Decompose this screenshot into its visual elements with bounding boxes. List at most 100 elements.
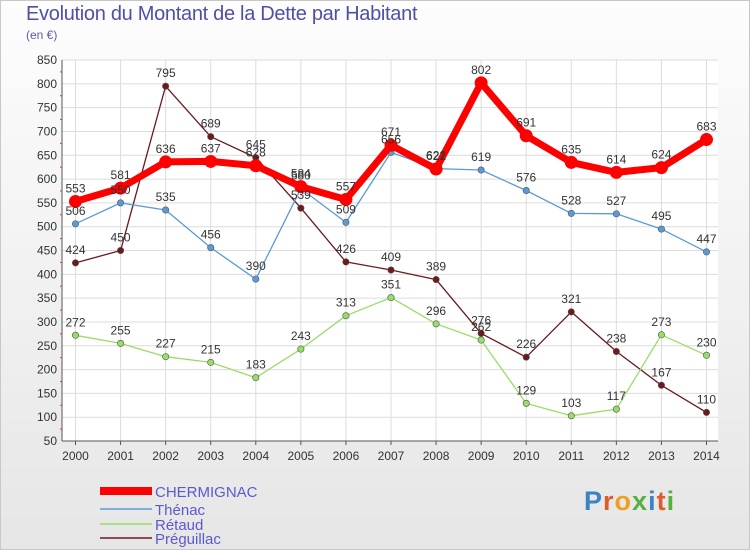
data-point-thenac [72, 220, 80, 228]
x-tick-label: 2003 [197, 449, 224, 463]
data-label-thenac: 550 [111, 183, 131, 197]
y-tick-label: 550 [37, 196, 57, 210]
data-point-retaud [207, 358, 215, 366]
data-point-preguillac [612, 347, 620, 355]
data-point-chermignac [474, 76, 488, 90]
data-point-retaud [432, 320, 440, 328]
data-point-retaud [702, 351, 710, 359]
data-point-retaud [567, 412, 575, 420]
data-point-retaud [117, 339, 125, 347]
data-label-retaud: 273 [651, 315, 671, 329]
data-label-retaud: 117 [607, 389, 626, 403]
data-point-retaud [297, 345, 305, 353]
data-point-thenac [657, 225, 665, 233]
data-point-retaud [477, 336, 485, 344]
x-tick-label: 2011 [558, 449, 584, 463]
x-tick-label: 2014 [693, 449, 720, 463]
y-tick-label: 600 [37, 172, 57, 186]
data-point-thenac [117, 199, 125, 207]
data-label-preguillac: 167 [651, 365, 671, 379]
data-point-chermignac [700, 133, 713, 147]
data-point-thenac [252, 275, 260, 283]
data-label-chermignac: 628 [246, 146, 266, 160]
legend-label-chermignac: CHERMIGNAC [155, 484, 258, 501]
y-tick-label: 350 [37, 291, 57, 305]
data-point-chermignac [654, 161, 668, 175]
data-label-retaud: 227 [156, 337, 176, 351]
data-label-preguillac: 321 [561, 292, 581, 306]
data-label-chermignac: 581 [111, 168, 131, 182]
data-point-preguillac [657, 381, 665, 389]
y-tick-label: 850 [37, 53, 57, 67]
data-label-thenac: 656 [381, 132, 401, 146]
x-tick-label: 2006 [333, 449, 360, 463]
data-label-retaud: 351 [381, 278, 401, 292]
data-point-retaud [162, 353, 170, 361]
data-label-retaud: 313 [336, 296, 356, 310]
y-tick-label: 300 [37, 315, 57, 329]
data-label-retaud: 183 [246, 358, 266, 372]
data-point-preguillac [117, 247, 125, 255]
data-label-preguillac: 645 [246, 138, 266, 152]
data-point-retaud [657, 331, 665, 339]
data-label-thenac: 622 [426, 149, 446, 163]
y-tick-label: 200 [37, 363, 57, 377]
data-label-thenac: 495 [651, 209, 671, 223]
data-label-thenac: 576 [516, 170, 536, 184]
y-tick-label: 700 [37, 124, 57, 138]
x-tick-label: 2002 [152, 449, 179, 463]
data-point-chermignac [519, 129, 533, 143]
x-tick-label: 2008 [423, 449, 450, 463]
data-label-preguillac: 226 [516, 337, 536, 351]
data-label-chermignac: 636 [156, 142, 176, 156]
data-label-thenac: 456 [201, 228, 221, 242]
data-label-thenac: 535 [156, 190, 176, 204]
data-point-chermignac [249, 159, 263, 173]
y-tick-label: 800 [37, 77, 57, 91]
data-label-retaud: 215 [201, 342, 221, 356]
legend-label-preguillac: Préguillac [155, 531, 221, 548]
data-point-preguillac [162, 82, 170, 90]
x-tick-label: 2005 [288, 449, 315, 463]
data-label-thenac: 506 [65, 204, 85, 218]
data-point-chermignac [294, 180, 308, 194]
data-label-chermignac: 671 [381, 125, 401, 139]
data-label-preguillac: 424 [65, 243, 85, 257]
data-point-retaud [342, 312, 350, 320]
data-label-chermignac: 557 [336, 180, 356, 194]
data-label-thenac: 447 [696, 232, 716, 246]
data-point-preguillac [297, 204, 305, 212]
proxiti-logo: Proxiti [584, 486, 676, 516]
data-point-thenac [342, 218, 350, 226]
data-label-preguillac: 110 [697, 392, 716, 406]
data-label-retaud: 129 [516, 383, 536, 397]
data-label-chermignac: 621 [426, 149, 446, 163]
data-label-thenac: 509 [336, 202, 356, 216]
data-label-retaud: 272 [65, 315, 85, 329]
data-point-thenac [207, 244, 215, 252]
data-point-chermignac [69, 194, 82, 208]
data-point-retaud [612, 405, 620, 413]
data-point-thenac [702, 248, 710, 256]
data-label-chermignac: 624 [651, 148, 671, 162]
y-tick-label: 400 [37, 267, 57, 281]
data-label-retaud: 103 [561, 396, 581, 410]
data-point-chermignac [564, 155, 578, 169]
y-tick-label: 150 [37, 386, 57, 400]
data-label-chermignac: 802 [471, 63, 491, 77]
data-point-chermignac [429, 162, 443, 176]
data-point-chermignac [384, 138, 398, 152]
chart-subtitle: (en €) [26, 28, 58, 42]
y-tick-label: 450 [37, 244, 57, 258]
data-label-chermignac: 637 [201, 141, 221, 155]
data-label-thenac: 390 [246, 259, 266, 273]
y-tick-label: 500 [37, 220, 57, 234]
y-tick-label: 650 [37, 148, 57, 162]
data-point-thenac [477, 166, 485, 174]
data-label-chermignac: 553 [65, 181, 85, 195]
data-label-retaud: 262 [471, 320, 491, 334]
data-point-preguillac [522, 353, 530, 361]
data-point-chermignac [609, 165, 623, 179]
legend-label-thenac: Thénac [155, 502, 206, 519]
